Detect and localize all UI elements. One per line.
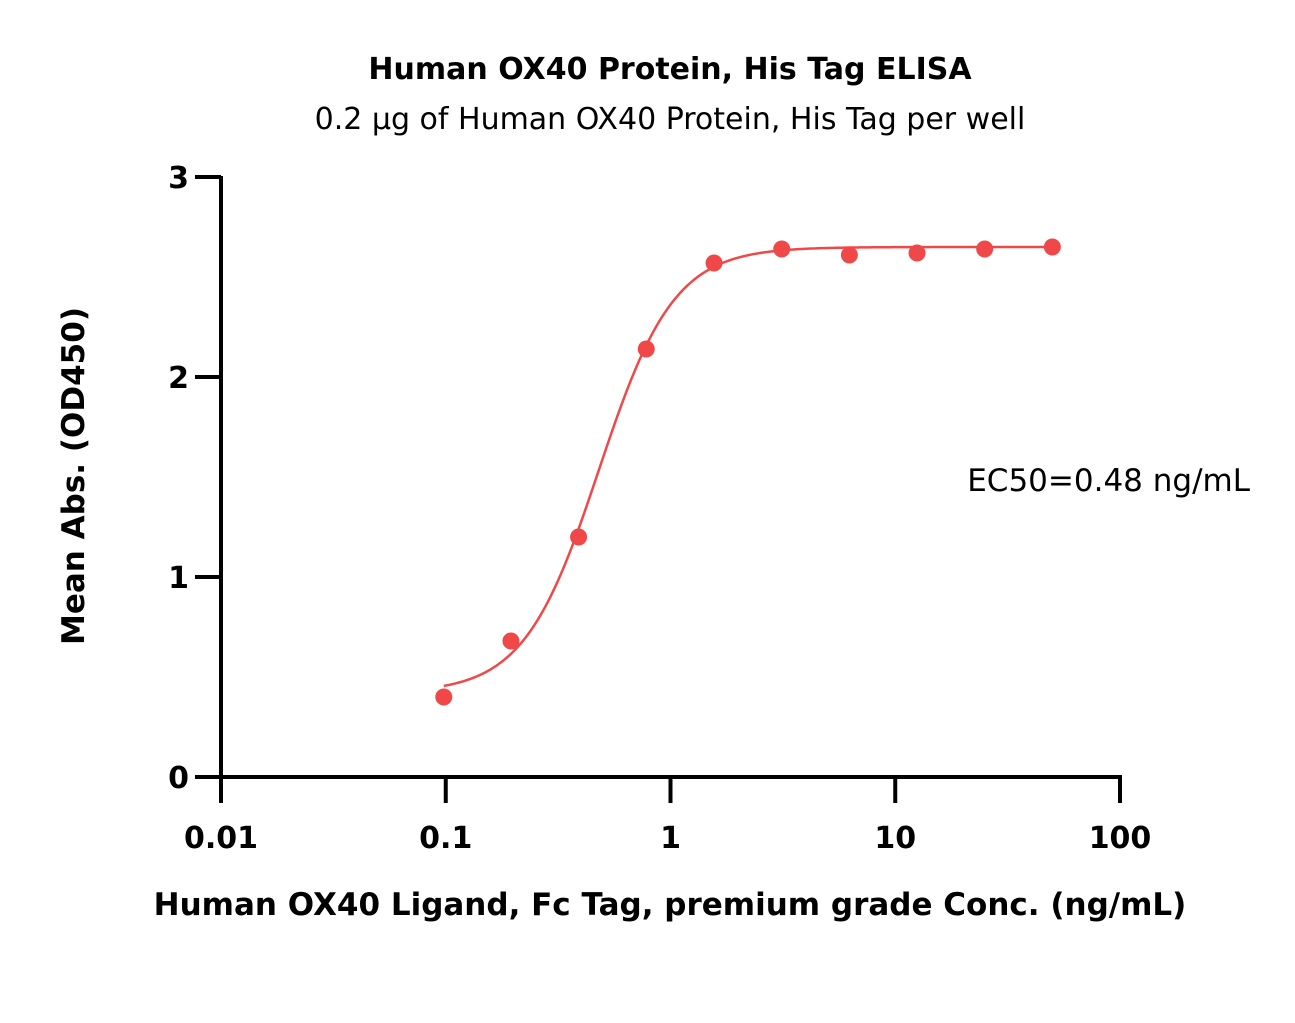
x-tick-label-0: 0.01 [184, 821, 258, 856]
data-point-4 [705, 254, 723, 272]
y-tick-label-0: 0 [168, 761, 189, 796]
points-layer [435, 238, 1061, 706]
chart-subtitle: 0.2 μg of Human OX40 Protein, His Tag pe… [315, 102, 1026, 137]
data-point-1 [502, 632, 520, 650]
data-point-8 [976, 240, 994, 258]
data-point-6 [840, 246, 858, 264]
data-point-0 [435, 688, 453, 706]
axes: 0 1 2 3 0.01 0.1 1 10 100 [168, 161, 1151, 856]
data-point-5 [773, 240, 791, 258]
ec50-annotation: EC50=0.48 ng/mL [967, 463, 1250, 499]
x-tick-label-3: 10 [874, 821, 916, 856]
data-point-9 [1043, 238, 1061, 256]
fit-curve [443, 245, 1053, 688]
y-axis-label: Mean Abs. (OD450) [56, 307, 92, 645]
x-axis-label: Human OX40 Ligand, Fc Tag, premium grade… [154, 887, 1187, 923]
data-point-7 [908, 244, 926, 262]
chart-title: Human OX40 Protein, His Tag ELISA [368, 52, 972, 87]
y-tick-label-3: 3 [168, 161, 189, 196]
data-point-2 [570, 528, 588, 546]
y-tick-label-2: 2 [168, 361, 189, 396]
data-point-3 [637, 340, 655, 358]
x-tick-label-2: 1 [660, 821, 681, 856]
y-tick-label-1: 1 [168, 561, 189, 596]
x-tick-label-1: 0.1 [419, 821, 472, 856]
x-tick-label-4: 100 [1089, 821, 1152, 856]
fit-layer [443, 245, 1053, 688]
